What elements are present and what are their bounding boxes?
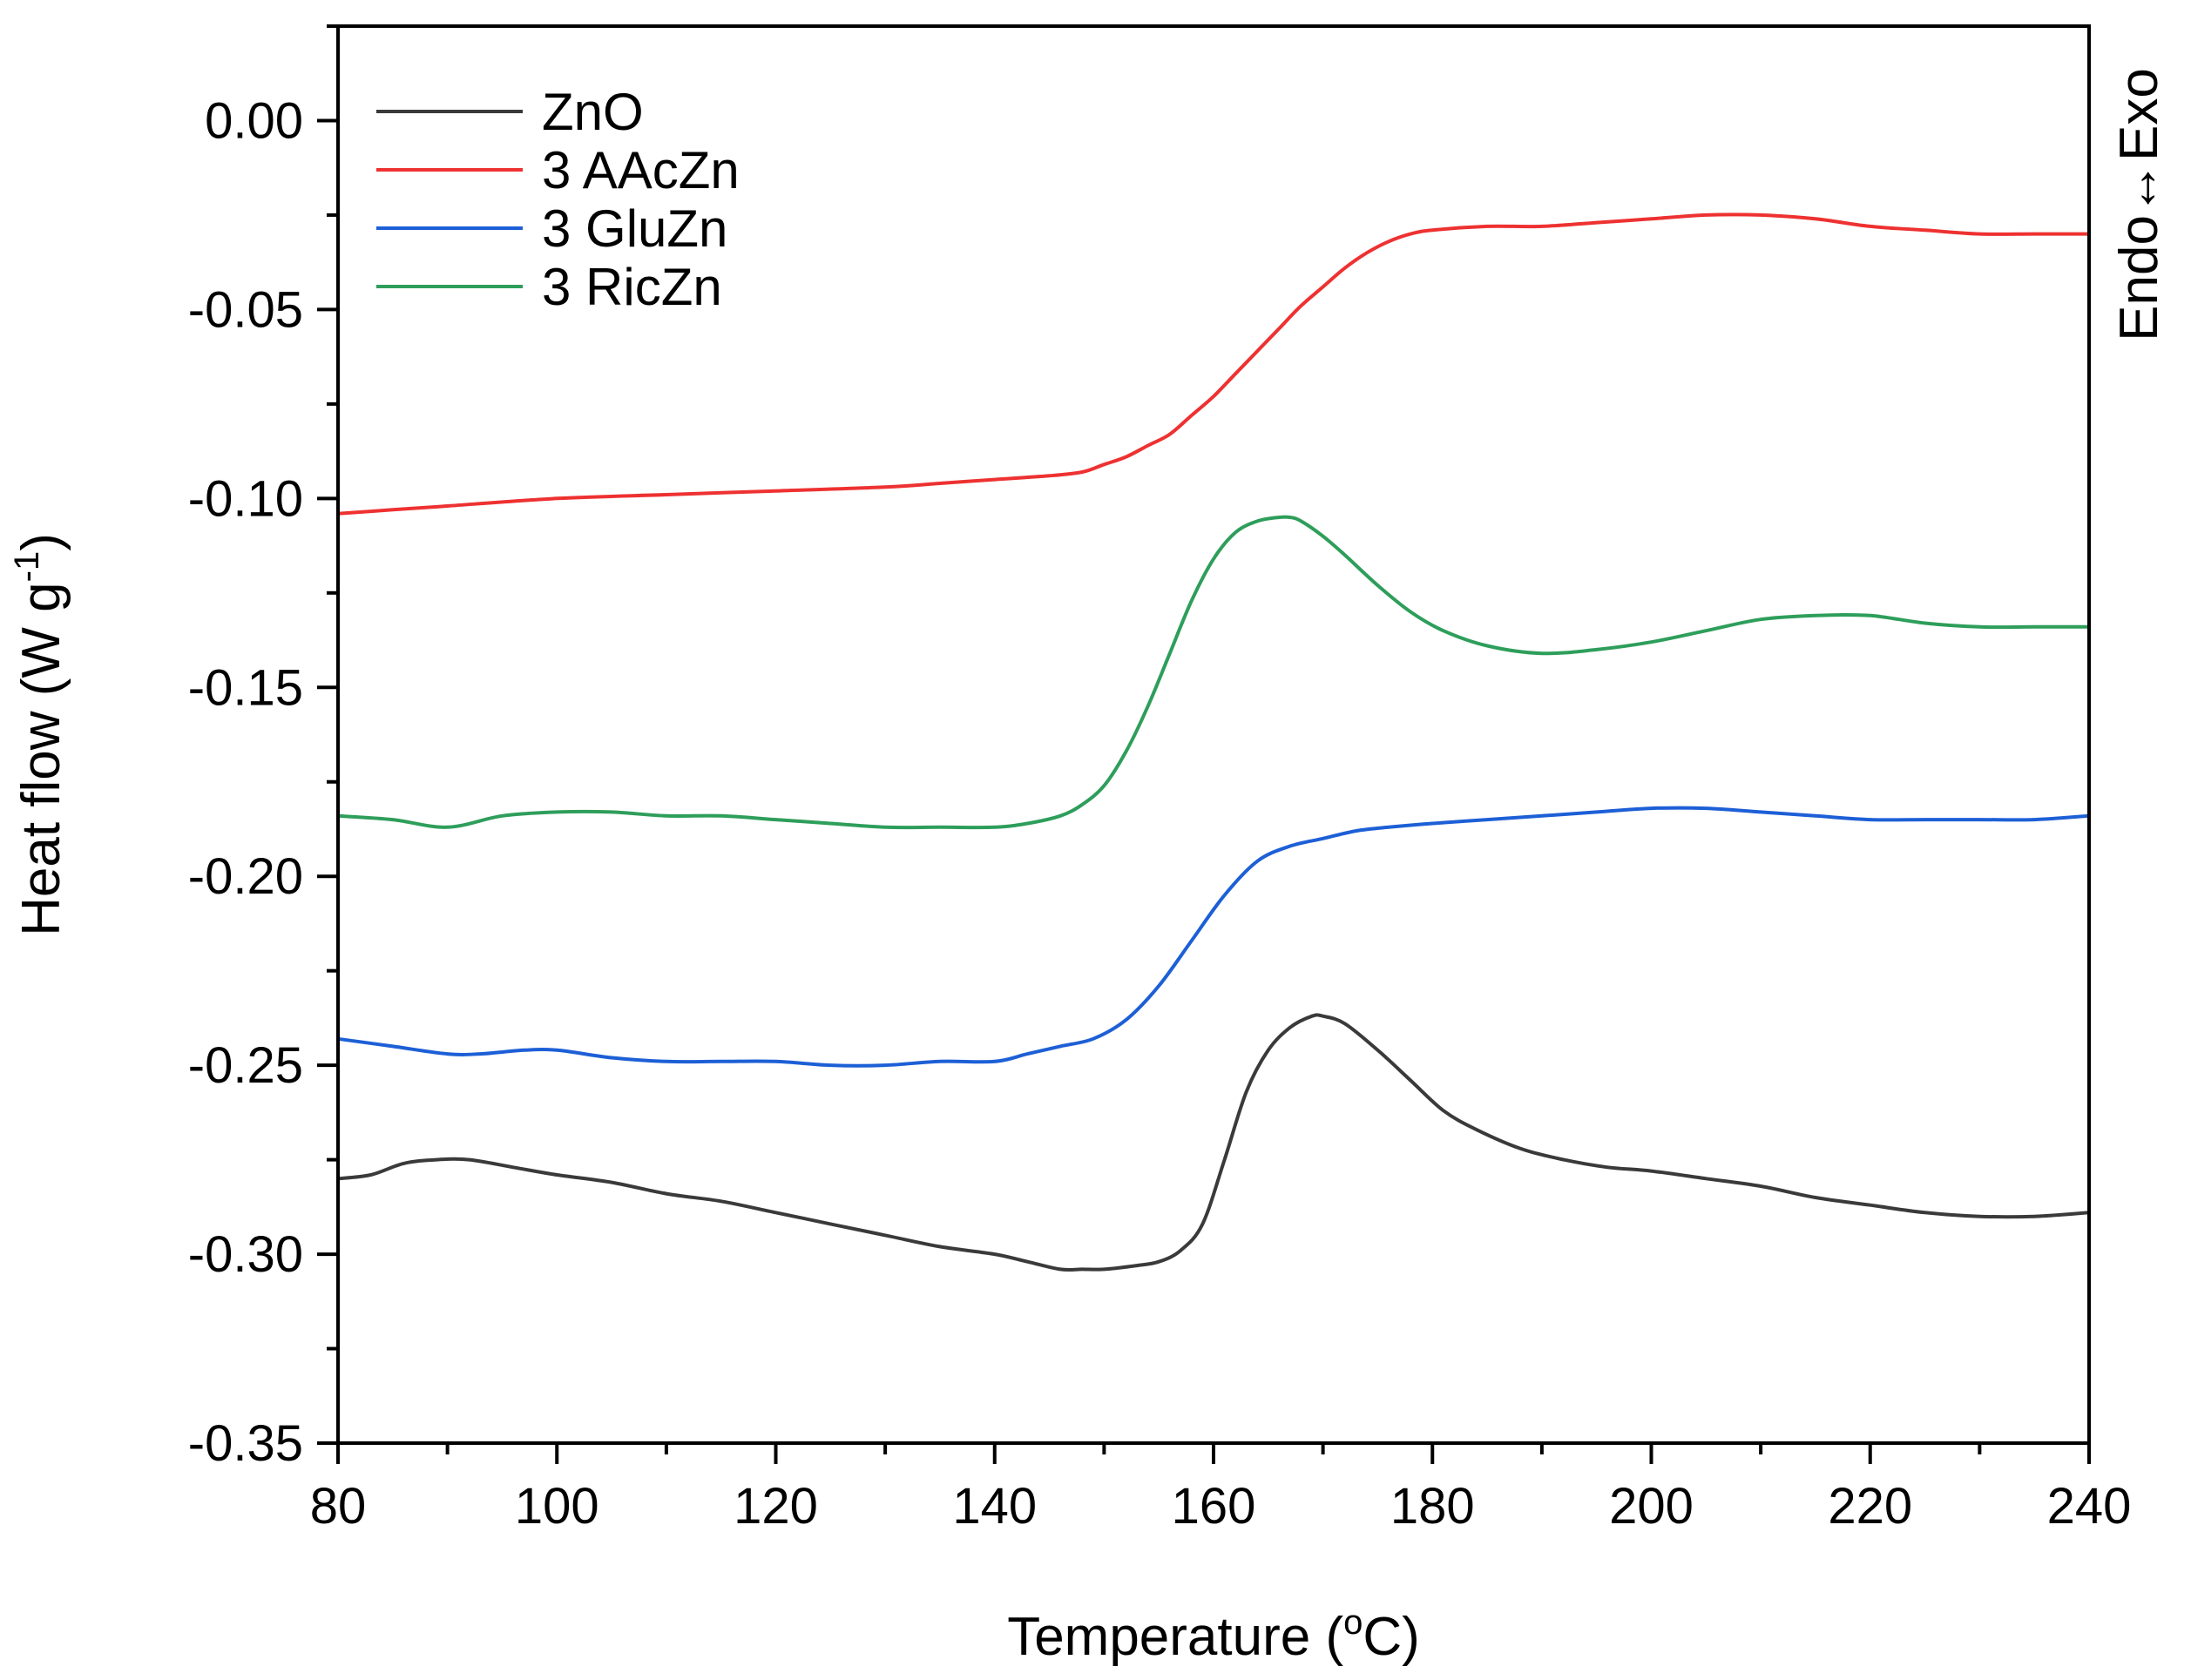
y-tick-label: -0.30 — [188, 1226, 303, 1283]
x-axis-title-unit: C) — [1363, 1607, 1419, 1667]
legend-label: ZnO — [542, 83, 644, 141]
x-tick-label: 140 — [952, 1478, 1037, 1535]
x-tick-label: 240 — [2047, 1478, 2132, 1535]
legend-label: 3 RicZn — [542, 258, 722, 316]
x-tick-label: 120 — [734, 1478, 818, 1535]
x-axis-title-degree: o — [1343, 1603, 1363, 1642]
y-tick-label: -0.25 — [188, 1037, 303, 1094]
x-tick-label: 80 — [310, 1478, 367, 1535]
y-tick-label: -0.15 — [188, 659, 303, 716]
x-tick-label: 220 — [1828, 1478, 1912, 1535]
x-tick-label: 100 — [515, 1478, 599, 1535]
x-tick-label: 180 — [1390, 1478, 1475, 1535]
x-tick-label: 200 — [1609, 1478, 1694, 1535]
series-line-zno — [336, 1013, 2091, 1272]
tick-layer: 80 100 120 140 160 180 200 220 240 -0.35 -0.30 -0.2… — [188, 24, 2132, 1535]
series-line-3-riczn — [336, 515, 2091, 830]
x-axis-title-part: Temperature ( — [1007, 1607, 1343, 1667]
y-tick-label: -0.10 — [188, 470, 303, 527]
series-line-3-gluzn — [336, 806, 2091, 1068]
x-axis-title: Temperature (oC) — [1007, 1603, 1420, 1667]
x-tick-label: 160 — [1172, 1478, 1256, 1535]
series-layer — [336, 213, 2091, 1272]
y-tick-label: -0.20 — [188, 848, 303, 905]
y-axis-title-part: Heat flow (W g — [11, 582, 71, 936]
y-axis-title-close: ) — [11, 533, 71, 551]
y-tick-label: 0.00 — [205, 92, 303, 149]
y-axis-title: Heat flow (W g-1) — [8, 533, 71, 936]
y-tick-label: -0.35 — [188, 1415, 303, 1472]
legend-label: 3 AAcZn — [542, 141, 740, 199]
series-line-3-aaczn — [336, 213, 2091, 516]
y-axis-title-exponent: -1 — [8, 551, 46, 583]
endo-exo-label: Endo↔Exo — [2109, 68, 2169, 341]
y-tick-label: -0.05 — [188, 281, 303, 338]
legend-label: 3 GluZn — [542, 199, 727, 258]
